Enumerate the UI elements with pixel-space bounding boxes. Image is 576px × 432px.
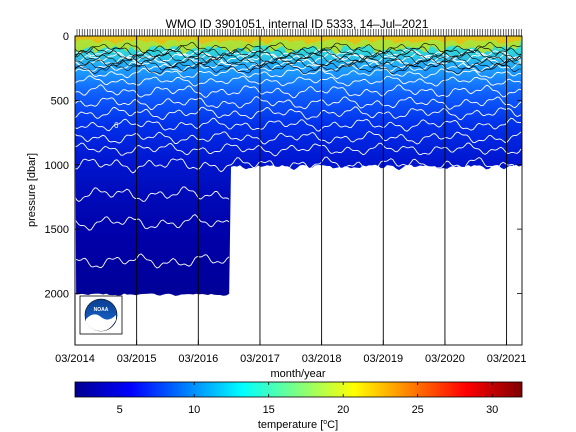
colorbar-tick-label: 5 xyxy=(117,404,123,416)
isotherm-10 xyxy=(74,67,521,80)
isotherm-3 xyxy=(74,253,230,269)
profile-marks xyxy=(74,29,522,345)
contour-label: 6 xyxy=(114,121,119,130)
colorbar-gradient xyxy=(74,381,523,398)
axes: 0 500 1000 1500 2000 03/2014 03/2015 03/2016 03/… xyxy=(45,31,527,365)
isotherm-6.5 xyxy=(74,106,522,121)
colorbar-tick-label: 30 xyxy=(486,404,498,416)
x-tick-label: 03/2019 xyxy=(363,353,403,365)
isotherm-7 xyxy=(74,96,522,111)
surface-isotherm xyxy=(74,48,522,61)
x-axis-label: month/year xyxy=(270,368,325,380)
x-tick-label: 03/2018 xyxy=(302,353,342,365)
x-tick-label: 03/2014 xyxy=(55,353,95,365)
y-tick-label: 0 xyxy=(63,31,69,43)
x-tick-label: 03/2016 xyxy=(178,353,218,365)
noaa-logo: NOAA xyxy=(79,295,123,335)
surface-isotherm xyxy=(74,62,521,75)
isotherm-11 xyxy=(74,61,522,73)
colorbar-tick-label: 10 xyxy=(188,404,200,416)
x-tick-label: 03/2021 xyxy=(487,353,527,365)
y-tick-label: 500 xyxy=(51,95,69,107)
plot-frame xyxy=(74,35,523,346)
isotherm-8 xyxy=(74,84,522,99)
colorbar: 5 10 15 20 25 30 temperature [oC] xyxy=(74,381,523,431)
colorbar-unit-degree: o xyxy=(323,419,327,426)
colorbar-label-text: temperature [ xyxy=(258,419,323,431)
isotherms: 6 xyxy=(74,42,522,269)
x-tick-label: 03/2015 xyxy=(117,353,157,365)
colorbar-tick-label: 25 xyxy=(412,404,424,416)
isotherm-6 xyxy=(74,117,522,132)
y-tick-label: 1500 xyxy=(45,224,69,236)
temperature-field xyxy=(75,36,522,296)
surface-isotherm xyxy=(74,44,522,58)
isotherm-14 xyxy=(74,48,522,60)
isotherm-5.5 xyxy=(74,130,522,145)
temperature-field-body xyxy=(75,36,522,296)
noaa-logo-text: NOAA xyxy=(94,307,109,313)
colorbar-tick-label: 20 xyxy=(337,404,349,416)
isotherm-9 xyxy=(74,75,522,87)
isotherm-3.5 xyxy=(74,214,230,231)
y-tick-label: 1000 xyxy=(45,160,69,172)
isotherm-5 xyxy=(74,142,522,157)
colorbar-unit-tail: C] xyxy=(327,419,338,431)
colorbar-tick-label: 15 xyxy=(263,404,275,416)
surface-isotherm xyxy=(74,55,522,68)
x-tick-label: 03/2020 xyxy=(425,353,465,365)
isotherm-4 xyxy=(74,186,230,203)
y-tick-label: 2000 xyxy=(45,289,69,301)
colorbar-label: temperature [oC] xyxy=(258,419,338,431)
isotherm-13 xyxy=(74,52,522,64)
isotherm-4.5 xyxy=(74,156,522,174)
chart-title: WMO ID 3901051, internal ID 5333, 14–Jul… xyxy=(166,17,429,31)
surface-hot-layer xyxy=(75,36,522,45)
isotherm-12 xyxy=(74,56,522,68)
colorbar-ticks: 5 10 15 20 25 30 xyxy=(117,382,498,416)
y-axis-label: pressure [dbar] xyxy=(26,153,38,227)
surface-isotherm xyxy=(74,58,522,72)
x-tick-label: 03/2017 xyxy=(240,353,280,365)
